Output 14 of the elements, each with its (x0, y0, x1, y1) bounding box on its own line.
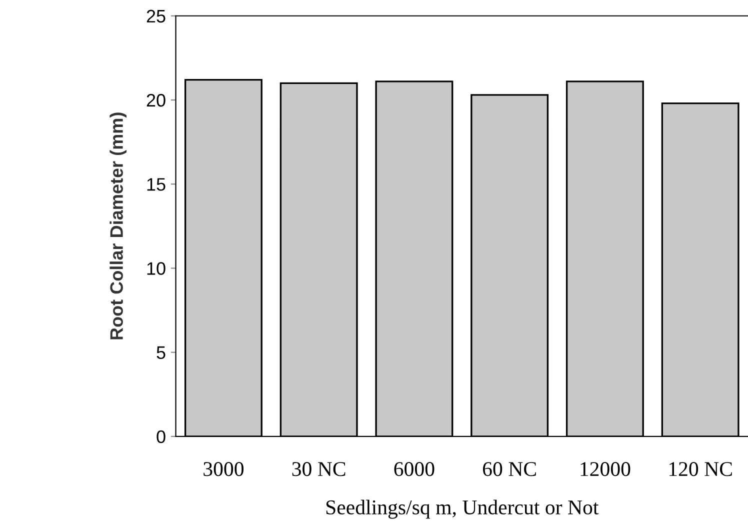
y-tick-label: 20 (146, 94, 166, 107)
x-tick-label: 3000 (204, 462, 244, 476)
x-tick-label: 60 NC (482, 462, 536, 476)
y-tick-label: 5 (156, 346, 166, 360)
x-tick-label: 30 NC (292, 462, 346, 476)
y-tick-label: 10 (147, 262, 166, 275)
y-tick-label: 15 (147, 178, 166, 191)
x-axis-title: Seedlings/sq m, Undercut or Not (326, 500, 599, 519)
x-tick-label: 6000 (394, 462, 434, 476)
y-tick-label: 25 (146, 10, 166, 23)
x-tick-label: 12000 (580, 462, 630, 476)
x-tick-label: 120 NC (669, 462, 732, 476)
y-tick-label: 0 (156, 430, 166, 444)
y-axis-title: Root Collar Diameter (mm) (110, 112, 127, 340)
